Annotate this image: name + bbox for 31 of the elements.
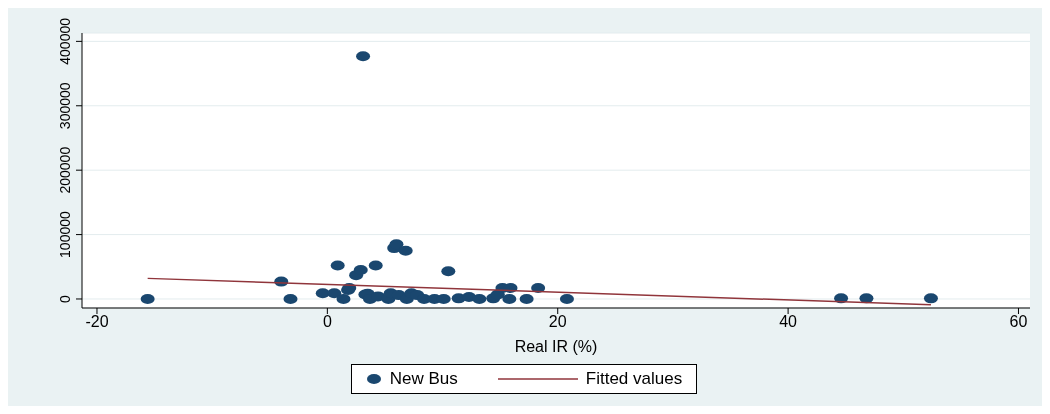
point (283, 293, 298, 304)
point (531, 283, 546, 294)
y-tick-label: 400000 (57, 17, 73, 65)
point (327, 288, 342, 299)
point (436, 293, 451, 304)
point (559, 293, 574, 304)
point (140, 293, 155, 304)
legend-label: New Bus (389, 369, 458, 389)
x-tick-label: -20 (85, 313, 109, 331)
x-tick-label: 40 (779, 313, 798, 331)
x-tick-label: 0 (322, 313, 332, 331)
point (330, 260, 345, 271)
point (519, 293, 534, 304)
point (315, 288, 330, 299)
point (356, 51, 371, 62)
point (336, 293, 351, 304)
point (368, 260, 383, 271)
point (859, 293, 874, 304)
x-tick-label: 20 (548, 313, 567, 331)
point (923, 293, 938, 304)
point (441, 266, 456, 277)
y-tick-label: 200000 (57, 146, 73, 194)
point (398, 245, 413, 256)
y-tick-label: 0 (57, 294, 73, 303)
point (502, 293, 517, 304)
y-tick-label: 300000 (57, 82, 73, 130)
legend-label: Fitted values (585, 369, 683, 389)
x-axis-title: Real IR (%) (514, 338, 598, 355)
point (472, 293, 487, 304)
x-tick-label: 60 (1009, 313, 1028, 331)
y-tick-label: 100000 (57, 211, 73, 258)
